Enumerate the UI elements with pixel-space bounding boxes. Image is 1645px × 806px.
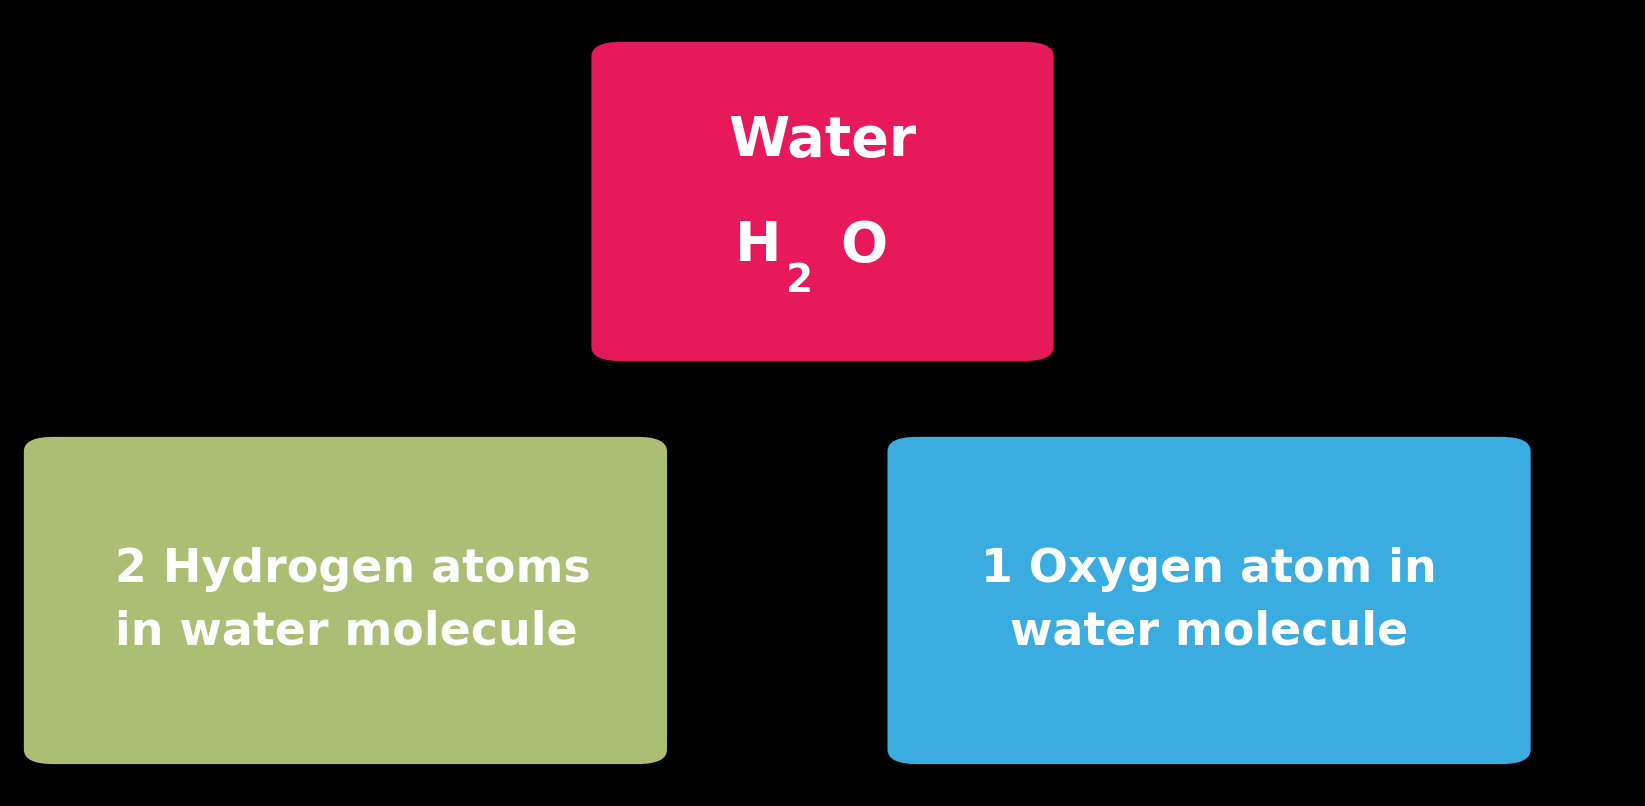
- FancyBboxPatch shape: [592, 42, 1053, 361]
- Text: 2 Hydrogen atoms
in water molecule: 2 Hydrogen atoms in water molecule: [115, 546, 591, 654]
- Text: H: H: [735, 219, 781, 272]
- Text: O: O: [841, 219, 888, 272]
- Text: 1 Oxygen atom in
water molecule: 1 Oxygen atom in water molecule: [980, 546, 1438, 654]
- Text: 2: 2: [786, 262, 813, 300]
- FancyBboxPatch shape: [888, 437, 1530, 764]
- FancyBboxPatch shape: [25, 437, 668, 764]
- Text: Water: Water: [729, 114, 916, 168]
